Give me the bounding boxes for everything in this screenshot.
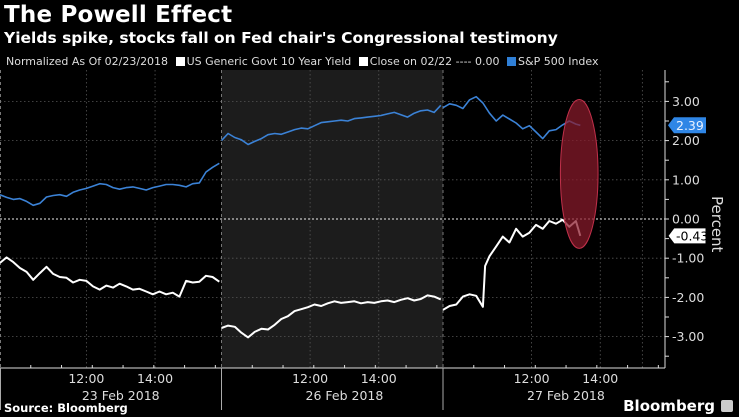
y-tick-label: 0.00: [672, 212, 700, 227]
legend-item-spx: S&P 500 Index: [507, 55, 599, 68]
x-tick-label: 14:00: [361, 371, 397, 386]
y-tick-label: -1.00: [672, 251, 704, 266]
series-line-segment: [442, 218, 582, 311]
y-tick-label: 2.00: [672, 133, 700, 148]
chart-subtitle: Yields spike, stocks fall on Fed chair's…: [4, 29, 558, 47]
bloomberg-logo: Bloomberg: [623, 397, 715, 415]
x-tick-label: 14:00: [582, 371, 618, 386]
highlight-ellipse: [559, 98, 599, 249]
badge-value: -0.43: [676, 228, 708, 243]
y-tick-label: -3.00: [672, 329, 704, 344]
y-tick-label: -2.00: [672, 290, 704, 305]
series-line-segment: [442, 95, 581, 140]
y-axis-label: Percent: [708, 196, 726, 253]
x-tick-label: 12:00: [68, 371, 104, 386]
y-tick-label: 1.00: [672, 172, 700, 187]
x-tick-label: 14:00: [137, 371, 173, 386]
x-date-label: 27 Feb 2018: [527, 388, 605, 403]
series-spx: [0, 95, 581, 207]
source-note: Source: Bloomberg: [4, 401, 128, 415]
chart-title: The Powell Effect: [4, 2, 233, 28]
y-tick-label: 3.00: [672, 94, 700, 109]
x-date-label: 26 Feb 2018: [306, 388, 384, 403]
series-line-segment: [220, 104, 442, 146]
legend-swatch-spx: [507, 57, 517, 66]
x-date-label: 23 Feb 2018: [82, 388, 160, 403]
series-line-segment: [221, 294, 442, 339]
legend-normalized-label: Normalized As Of 02/23/2018: [6, 55, 169, 68]
series-yield: [0, 218, 582, 339]
badge-shape: [668, 117, 706, 134]
legend: Normalized As Of 02/23/2018 US Generic G…: [6, 55, 603, 68]
last-value-badge-spx: 2.39: [668, 117, 706, 134]
legend-item-yield: US Generic Govt 10 Year Yield: [175, 55, 351, 68]
legend-swatch-close: [358, 57, 368, 66]
series-line-segment: [0, 162, 220, 207]
last-value-badge-yield: -0.43: [667, 227, 708, 245]
series-line-segment: [0, 256, 220, 298]
x-tick-label: 12:00: [292, 371, 328, 386]
badge-value: 2.39: [676, 118, 704, 133]
legend-item-close: Close on 02/22 ---- 0.00: [358, 55, 500, 68]
x-tick-label: 12:00: [514, 371, 550, 386]
bloomberg-chart-icon: [721, 400, 733, 412]
legend-swatch-yield: [175, 57, 185, 66]
badge-shape: [667, 227, 707, 245]
